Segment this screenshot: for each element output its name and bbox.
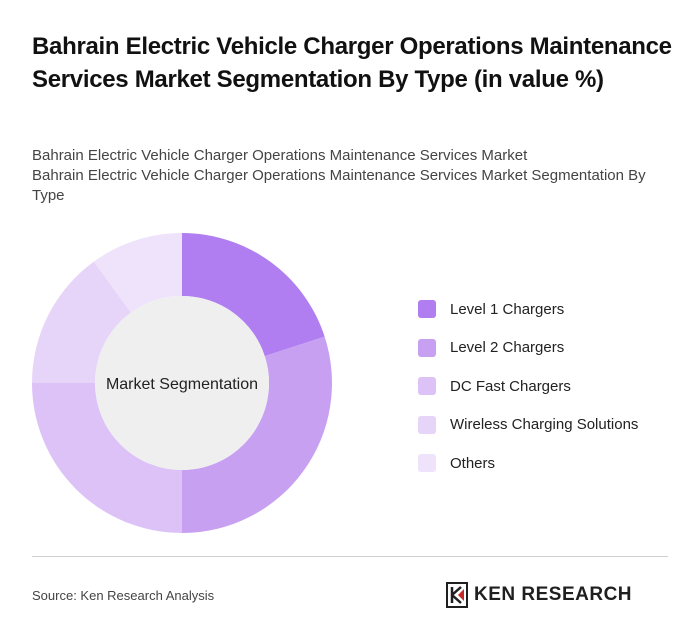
legend-swatch [418,415,436,434]
legend-label: Wireless Charging Solutions [450,416,639,434]
donut-slice-level-1-chargers [182,233,325,357]
legend-item: Level 1 Chargers [418,290,638,329]
donut-chart: Market Segmentation [0,220,700,550]
legend-item: Wireless Charging Solutions [418,406,638,445]
donut-chart-svg: Market Segmentation [32,233,332,533]
chart-subtitle: Bahrain Electric Vehicle Charger Operati… [32,146,672,206]
chart-legend: Level 1 Chargers Level 2 Chargers DC Fast … [418,290,638,483]
brand-name: KEN RESEARCH [474,584,633,605]
legend-swatch [418,377,436,396]
donut-slice-level-2-chargers [182,336,332,533]
legend-item: Level 2 Chargers [418,329,638,368]
subtitle-line-2: Bahrain Electric Vehicle Charger Operati… [32,167,646,204]
donut-slice-wireless-charging-solutions [32,261,131,383]
source-note: Source: Ken Research Analysis [32,588,215,603]
legend-item: DC Fast Chargers [418,367,638,406]
donut-slice-dc-fast-chargers [32,383,182,533]
legend-label: Others [450,454,496,472]
legend-swatch [418,338,436,357]
chart-title: Bahrain Electric Vehicle Charger Operati… [32,33,672,93]
ken-research-logo-icon [446,582,468,608]
legend-label: Level 2 Chargers [450,339,565,357]
brand-logo: KEN RESEARCH [446,580,632,610]
donut-center [95,296,269,470]
legend-label: Level 1 Chargers [450,300,565,318]
legend-label: DC Fast Chargers [450,377,571,395]
legend-item: Others [418,444,638,483]
subtitle-line-1: Bahrain Electric Vehicle Charger Operati… [32,147,528,164]
footer-divider [32,556,668,557]
legend-swatch [418,454,436,473]
legend-swatch [418,300,436,319]
donut-center-label: Market Segmentation [106,376,258,393]
donut-slice-others [93,233,182,313]
